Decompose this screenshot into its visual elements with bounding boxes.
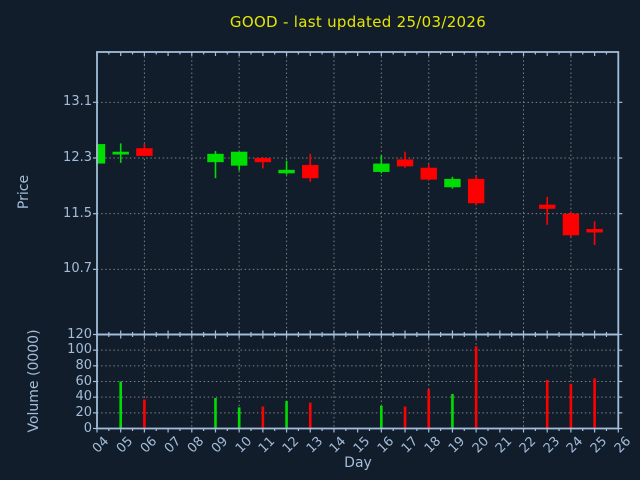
price-tick-label: 13.1	[63, 94, 92, 110]
candle-body-day-10	[230, 151, 248, 166]
volume-bar-day-5	[119, 381, 122, 429]
day-axis-label: Day	[344, 455, 372, 471]
volume-tick-label: 60	[75, 373, 92, 389]
volume-bar-day-11	[261, 406, 265, 429]
volume-bar-day-16	[380, 405, 383, 429]
candle-body-day-24	[562, 213, 580, 236]
candle-body-day-9	[207, 153, 224, 163]
volume-bar-day-6	[143, 399, 146, 429]
candle-body-day-13	[302, 164, 319, 179]
volume-bar-day-17	[403, 406, 407, 429]
volume-bar-day-10	[237, 407, 241, 429]
volume-bar-day-19	[451, 394, 454, 429]
price-tick-label: 12.3	[63, 150, 92, 165]
volume-tick-label: 0	[83, 420, 92, 436]
volume-bar-day-18	[427, 389, 431, 429]
volume-tick-label: 100	[67, 342, 92, 358]
volume-bar-day-24	[569, 383, 573, 429]
volume-tick-label: 80	[75, 357, 92, 373]
volume-tick-label: 120	[67, 326, 92, 342]
candle-body-day-17	[396, 159, 414, 167]
candle-body-day-25	[586, 228, 603, 233]
price-tick-label: 11.5	[63, 205, 92, 221]
candle-body-day-4	[97, 144, 106, 164]
price-axis-label: Price	[16, 174, 32, 210]
candle-body-day-5	[112, 151, 129, 155]
volume-tick-label: 20	[75, 404, 92, 420]
volume-tick-label: 40	[75, 389, 92, 405]
chart-title: GOOD - last updated 25/03/2026	[229, 13, 487, 31]
volume-bar-day-23	[545, 379, 549, 429]
price-panel-border	[96, 51, 620, 336]
volume-bar-day-25	[593, 378, 596, 429]
candle-body-day-11	[254, 158, 272, 163]
price-tick-label: 10.7	[63, 261, 92, 277]
candle-body-day-20	[467, 178, 485, 204]
candle-body-day-12	[278, 169, 295, 174]
volume-bar-day-9	[214, 397, 217, 429]
candle-body-day-19	[444, 178, 461, 188]
candle-body-day-16	[373, 163, 390, 172]
volume-bar-day-13	[308, 402, 312, 429]
volume-bar-day-20	[474, 346, 478, 429]
candle-body-day-23	[539, 204, 556, 209]
volume-bar-day-12	[285, 401, 288, 429]
candle-body-day-18	[420, 167, 437, 180]
candle-body-day-6	[136, 148, 153, 156]
